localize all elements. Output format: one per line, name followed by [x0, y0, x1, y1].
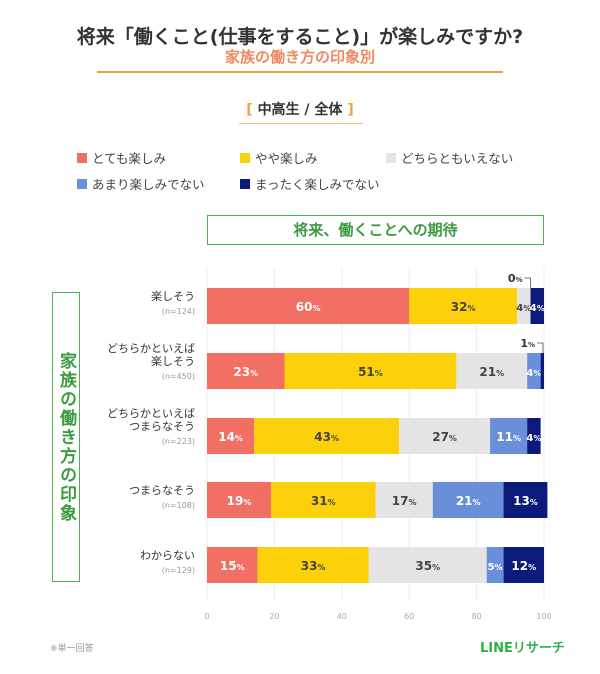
data-label: 17%	[392, 494, 417, 508]
bar-segment	[503, 482, 548, 518]
legend-item: やや楽しみ	[240, 148, 318, 167]
category-label: 楽しそう	[151, 290, 195, 303]
data-label: 14%	[218, 430, 243, 444]
legend-label: あまり楽しみでない	[92, 177, 205, 192]
bar-segment	[409, 288, 518, 324]
data-label: 32%	[451, 300, 476, 314]
category-label: つまらなそう	[129, 420, 195, 433]
footnote: ※単一回答	[50, 644, 94, 654]
group-text: 中高生 / 全体	[257, 102, 343, 118]
bar-segment	[375, 482, 433, 518]
bar-segment	[254, 418, 400, 454]
category-label: つまらなそう	[129, 484, 195, 497]
data-label: 1%	[520, 337, 535, 350]
legend-swatch	[77, 152, 87, 163]
category-n: (n=108)	[162, 501, 195, 510]
category-label: わからない	[140, 549, 195, 562]
bar-segment	[503, 547, 544, 583]
data-label: 0%	[508, 272, 523, 285]
data-label: 19%	[227, 494, 252, 508]
bar-segment	[517, 288, 531, 324]
data-label: 35%	[415, 559, 440, 573]
legend-label: とても楽しみ	[92, 151, 167, 166]
legend-label: どちらともいえない	[401, 151, 514, 166]
data-label: 33%	[301, 559, 326, 573]
data-label: 11%	[496, 430, 521, 444]
legend-swatch	[240, 178, 250, 189]
x-tick-label: 100	[536, 612, 551, 621]
leader-line	[524, 277, 531, 288]
category-n: (n=223)	[162, 437, 195, 446]
category-label: どちらかといえば	[107, 407, 195, 420]
x-tick-label: 0	[204, 612, 209, 621]
title-divider	[97, 71, 503, 73]
bracket-open: [	[246, 102, 253, 118]
bar-segment	[284, 353, 457, 389]
category-n: (n=450)	[162, 372, 195, 381]
bar-segment	[456, 353, 528, 389]
data-label: 27%	[432, 430, 457, 444]
y-axis-title: 家族の働き方の印象	[52, 292, 80, 582]
bar-segment	[207, 288, 410, 324]
legend-swatch	[240, 152, 250, 163]
bar-segment	[527, 353, 541, 389]
data-label: 5%	[488, 562, 503, 573]
group-divider	[239, 123, 363, 124]
data-label: 43%	[314, 430, 339, 444]
bracket-close: ]	[347, 102, 354, 118]
legend-item: あまり楽しみでない	[77, 174, 205, 193]
data-label: 31%	[311, 494, 336, 508]
legend-item: とても楽しみ	[77, 148, 166, 167]
bar-segment	[207, 353, 285, 389]
data-label: 21%	[456, 494, 481, 508]
data-label: 60%	[296, 300, 321, 314]
category-label: どちらかといえば	[107, 342, 195, 355]
bar-segment	[207, 482, 272, 518]
legend-item: どちらともいえない	[386, 148, 513, 167]
data-label: 13%	[513, 494, 538, 508]
bar-segment	[368, 547, 487, 583]
x-tick-label: 60	[404, 612, 414, 621]
category-n: (n=129)	[162, 566, 195, 575]
leader-line	[537, 342, 544, 353]
chart-title: 将来「働くこと(仕事をすること)」が楽しみですか?	[76, 26, 524, 48]
x-tick-label: 20	[269, 612, 279, 621]
data-label: 4%	[526, 368, 541, 379]
data-label: 4%	[530, 303, 545, 314]
bar-segment	[540, 353, 544, 389]
bar-segment	[399, 418, 491, 454]
legend-swatch	[77, 178, 87, 189]
bar-segment	[530, 288, 544, 324]
group-label: [ 中高生 / 全体 ]	[0, 99, 600, 119]
bar-segment	[432, 482, 504, 518]
bar-segment	[527, 418, 541, 454]
brand-logo: LINEリサーチ	[480, 641, 565, 656]
data-label: 51%	[358, 365, 383, 379]
x-tick-label: 40	[337, 612, 347, 621]
legend-label: やや楽しみ	[255, 151, 318, 166]
legend-item: まったく楽しみでない	[240, 174, 380, 193]
data-label: 12%	[511, 559, 536, 573]
data-label: 4%	[526, 433, 541, 444]
chart-header: 将来、働くことへの期待	[207, 215, 544, 245]
bar-segment	[486, 547, 504, 583]
bar-segment	[257, 547, 369, 583]
data-label: 4%	[516, 303, 531, 314]
x-tick-label: 80	[472, 612, 482, 621]
category-n: (n=124)	[162, 307, 195, 316]
category-label: 楽しそう	[151, 355, 195, 368]
data-label: 15%	[220, 559, 245, 573]
bar-segment	[490, 418, 528, 454]
data-label: 21%	[479, 365, 504, 379]
legend-label: まったく楽しみでない	[255, 177, 380, 192]
legend-swatch	[386, 152, 396, 163]
bar-segment	[207, 547, 258, 583]
chart-subtitle: 家族の働き方の印象別	[224, 48, 375, 66]
bar-segment	[271, 482, 376, 518]
bar-segment	[207, 418, 255, 454]
data-label: 23%	[233, 365, 258, 379]
